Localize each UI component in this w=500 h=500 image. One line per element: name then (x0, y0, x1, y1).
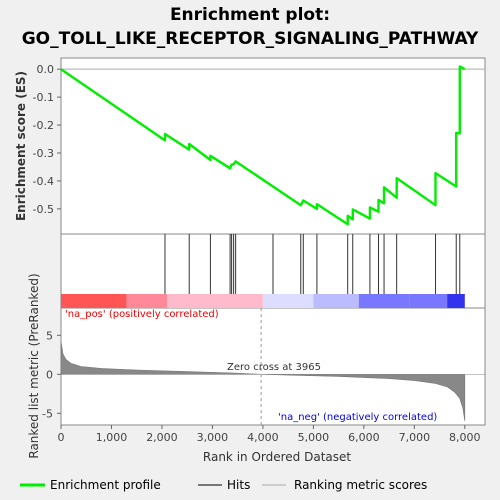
es-tick-label: -0.1 (33, 91, 54, 104)
x-tick-label: 5,000 (298, 431, 330, 444)
legend-metric-label: Ranking metric scores (294, 478, 427, 492)
es-tick-label: -0.5 (33, 203, 54, 216)
color-bar-segment (313, 294, 359, 308)
chart-title-line2: GO_TOLL_LIKE_RECEPTOR_SIGNALING_PATHWAY (22, 29, 479, 49)
legend: Enrichment profile Hits Ranking metric s… (0, 470, 500, 500)
hit-lines (164, 234, 461, 294)
x-tick-label: 0 (58, 431, 65, 444)
es-axis-title: Enrichment score (ES) (14, 71, 28, 221)
neg-label: 'na_neg' (negatively correlated) (278, 412, 437, 423)
metric-tick-label: -5 (42, 407, 53, 420)
x-tick-label: 1,000 (96, 431, 128, 444)
x-tick-label: 6,000 (348, 431, 380, 444)
x-tick-label: 7,000 (399, 431, 431, 444)
chart-title-line1: Enrichment plot: (170, 5, 330, 25)
x-tick-label: 8,000 (449, 431, 481, 444)
pos-label: 'na_pos' (positively correlated) (65, 309, 219, 320)
x-ticks: 0 1,000 2,000 3,000 4,000 5,000 6,000 7,000 8,00… (58, 425, 481, 444)
es-curve (60, 65, 466, 226)
x-tick-label: 2,000 (146, 431, 178, 444)
es-y-ticks: 0.0 -0.1 -0.2 -0.3 -0.4 -0.5 (33, 63, 61, 216)
color-bar (61, 294, 465, 308)
metric-area (60, 341, 466, 422)
metric-axis-title: Ranked list metric (PreRanked) (27, 273, 41, 458)
metric-y-ticks: 5 0 -5 (42, 329, 61, 420)
es-tick-label: -0.4 (33, 175, 54, 188)
color-bar-segment (409, 294, 448, 308)
metric-area-group (60, 308, 485, 425)
x-tick-label: 4,000 (247, 431, 279, 444)
es-tick-label: 0.0 (37, 63, 55, 76)
color-bar-segment (167, 294, 218, 308)
x-axis-title: Rank in Ordered Dataset (203, 450, 351, 464)
color-bar-segment (262, 294, 314, 308)
legend-es-label: Enrichment profile (50, 478, 161, 492)
zero-cross-label: Zero cross at 3965 (227, 362, 321, 373)
color-bar-segment (447, 294, 465, 308)
color-bar-segment (358, 294, 410, 308)
legend-box (0, 470, 500, 500)
x-tick-label: 3,000 (197, 431, 229, 444)
es-curve-group (60, 65, 466, 226)
metric-tick-label: 0 (46, 368, 53, 381)
es-tick-label: -0.2 (33, 119, 54, 132)
metric-tick-label: 5 (46, 329, 53, 342)
es-tick-label: -0.3 (33, 147, 54, 160)
es-panel (60, 57, 486, 235)
color-bar-segment (61, 294, 127, 308)
legend-hits-label: Hits (227, 478, 250, 492)
color-bar-segment (126, 294, 167, 308)
color-bar-segment (217, 294, 263, 308)
